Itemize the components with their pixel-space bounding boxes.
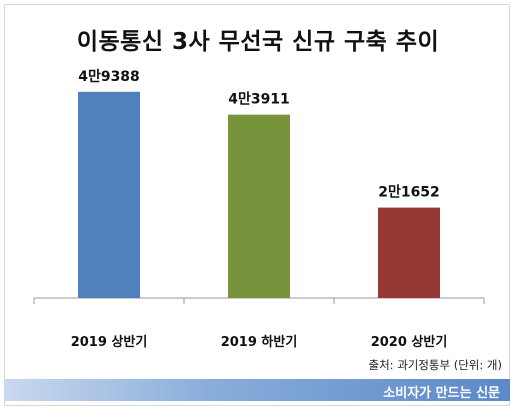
category-label: 2019 상반기 [71,334,148,350]
footer-banner: 소비자가 만드는 신문 [4,379,510,401]
data-label: 4만3911 [228,92,290,108]
bar [78,91,140,298]
chart-title: 이동통신 3사 무선국 신규 구축 추이 [76,29,440,55]
data-label: 2만1652 [378,185,440,201]
publisher-brand: 소비자가 만드는 신문 [383,386,500,401]
bar [228,114,290,298]
bar [378,207,440,298]
source-note: 출처: 과기정통부 (단위: 개) [368,358,503,372]
category-label: 2019 하반기 [221,334,298,350]
category-label: 2020 상반기 [371,334,448,350]
data-label: 4만9388 [78,69,140,85]
